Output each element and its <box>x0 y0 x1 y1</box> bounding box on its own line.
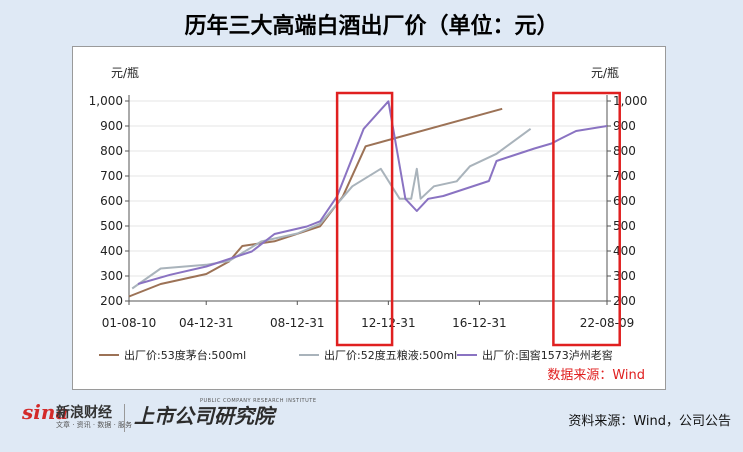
chart-source-note: 数据来源：Wind <box>547 368 645 383</box>
y-tick-label-right: 300 <box>613 269 636 283</box>
y-tick-label-right: 800 <box>613 144 636 158</box>
y-tick-label-left: 400 <box>100 244 123 258</box>
legend-label-2: 出厂价:52度五粮液:500ml <box>324 348 457 362</box>
x-tick-label: 04-12-31 <box>179 316 233 330</box>
y-tick-label-left: 1,000 <box>89 94 123 108</box>
x-tick-label: 01-08-10 <box>102 316 156 330</box>
y-tick-label-right: 700 <box>613 169 636 183</box>
y-tick-label-right: 600 <box>613 194 636 208</box>
y-tick-label-right: 400 <box>613 244 636 258</box>
y-tick-label-left: 800 <box>100 144 123 158</box>
line-chart: 元/瓶 元/瓶 200 200 300 300 400 400 500 500 600 600 700 7… <box>89 66 648 383</box>
series-line-2 <box>131 127 532 290</box>
legend-label-3: 出厂价:国窖1573泸州老窖 <box>482 348 613 362</box>
highlight-box-2 <box>552 91 621 347</box>
y-unit-left: 元/瓶 <box>111 66 139 80</box>
y-tick-label-right: 200 <box>613 294 636 308</box>
y-unit-right: 元/瓶 <box>591 66 619 80</box>
series-line-1 <box>128 107 503 298</box>
y-tick-label-left: 600 <box>100 194 123 208</box>
y-tick-label-left: 700 <box>100 169 123 183</box>
y-tick-label-right: 500 <box>613 219 636 233</box>
sina-logo: sina <box>22 400 69 424</box>
y-tick-label-left: 200 <box>100 294 123 308</box>
x-tick-label: 12-12-31 <box>361 316 415 330</box>
y-tick-label-right: 900 <box>613 119 636 133</box>
series-line-3 <box>137 100 608 285</box>
highlight-box-1 <box>335 91 394 347</box>
y-tick-label-left: 900 <box>100 119 123 133</box>
sina-subtitle: 文章 · 资讯 · 数据 · 服务 <box>56 421 133 429</box>
footer-divider <box>124 404 125 432</box>
x-tick-label: 16-12-31 <box>452 316 506 330</box>
y-tick-label-left: 500 <box>100 219 123 233</box>
source-note: 资料来源：Wind，公司公告 <box>568 414 731 429</box>
institute-logo: 上市公司研究院 <box>134 404 274 428</box>
sina-brand: sina 新浪财经 文章 · 资讯 · 数据 · 服务 <box>22 398 272 438</box>
x-tick-label: 22-08-09 <box>580 316 634 330</box>
y-tick-label-right: 1,000 <box>613 94 647 108</box>
sina-name: 新浪财经 <box>56 405 112 421</box>
y-tick-label-left: 300 <box>100 269 123 283</box>
page-title: 历年三大高端白酒出厂价（单位：元） <box>184 14 559 39</box>
legend-label-1: 出厂价:53度茅台:500ml <box>124 348 246 362</box>
institute-subtitle: PUBLIC COMPANY RESEARCH INSTITUTE <box>200 398 317 404</box>
chart-panel: 元/瓶 元/瓶 200 200 300 300 400 400 500 500 600 600 700 7… <box>72 46 666 390</box>
x-tick-label: 08-12-31 <box>270 316 324 330</box>
